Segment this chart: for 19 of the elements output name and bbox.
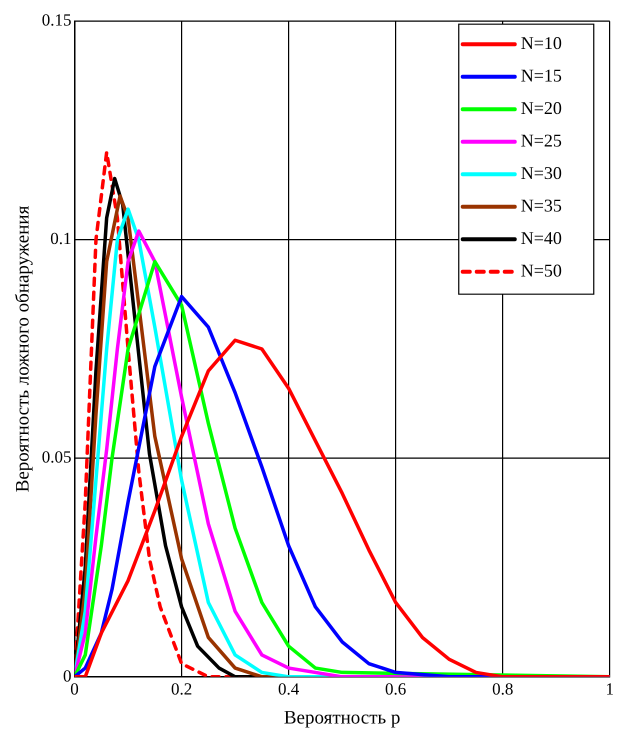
legend-label: N=10 <box>520 32 562 53</box>
legend-label: N=25 <box>520 130 562 150</box>
x-axis-title: Вероятность p <box>284 708 400 729</box>
y-tick-label: 0 <box>63 666 72 686</box>
x-tick-label: 0.2 <box>170 679 192 698</box>
x-tick-label: 0.8 <box>492 679 514 698</box>
legend-label: N=35 <box>520 195 562 216</box>
x-tick-label: 0.6 <box>385 679 406 698</box>
legend-label: N=15 <box>520 65 562 86</box>
x-tick-label: 0.4 <box>278 679 300 698</box>
x-tick-label: 1 <box>606 679 614 698</box>
y-axis-title: Вероятность ложного обнаружения <box>12 205 34 492</box>
y-tick-label: 0.05 <box>42 448 72 467</box>
legend-label: N=50 <box>520 260 562 280</box>
legend-label: N=40 <box>520 228 562 248</box>
legend-label: N=30 <box>520 162 562 183</box>
y-tick-label: 0.1 <box>50 229 72 248</box>
y-tick-label: 0.15 <box>42 10 72 30</box>
legend-label: N=20 <box>520 98 562 118</box>
